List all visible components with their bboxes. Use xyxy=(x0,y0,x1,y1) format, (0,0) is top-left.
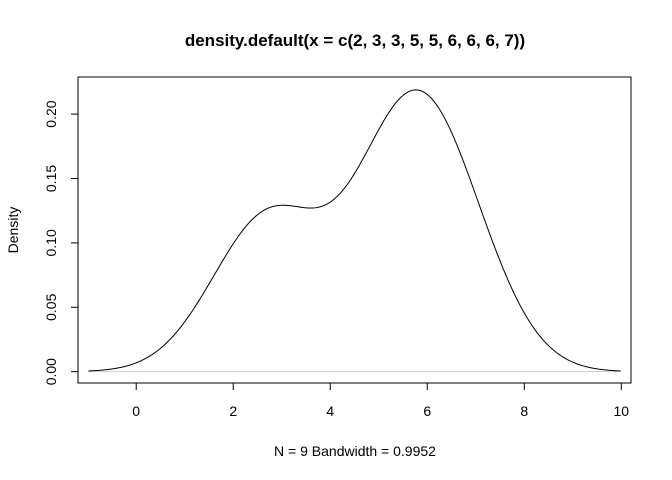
y-axis: 0.00 0.05 0.10 0.15 0.20 xyxy=(43,100,79,385)
x-tick-label: 4 xyxy=(326,403,334,419)
y-tick-label: 0.10 xyxy=(43,229,59,256)
y-tick-label: 0.20 xyxy=(43,100,59,127)
x-tick-label: 0 xyxy=(132,403,140,419)
chart-title: density.default(x = c(2, 3, 3, 5, 5, 6, … xyxy=(185,31,525,50)
x-tick-label: 2 xyxy=(229,403,237,419)
y-tick-label: 0.15 xyxy=(43,165,59,192)
y-tick-label: 0.05 xyxy=(43,293,59,320)
y-tick-label: 0.00 xyxy=(43,358,59,385)
y-axis-label: Density xyxy=(5,207,21,254)
x-tick-label: 10 xyxy=(614,403,630,419)
x-axis: 0 2 4 6 8 10 xyxy=(132,382,630,419)
plot-frame xyxy=(77,76,632,384)
x-tick-label: 6 xyxy=(423,403,431,419)
x-tick-label: 8 xyxy=(520,403,528,419)
density-curve xyxy=(88,89,621,372)
x-axis-label: N = 9 Bandwidth = 0.9952 xyxy=(274,443,436,459)
